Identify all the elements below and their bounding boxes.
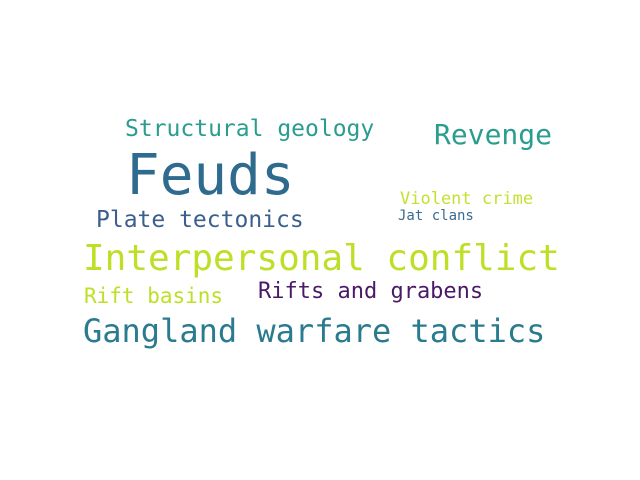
word-interpersonal-conflict: Interpersonal conflict [83,238,560,279]
word-plate-tectonics: Plate tectonics [96,207,304,233]
word-gangland-warfare-tactics: Gangland warfare tactics [83,312,546,350]
word-feuds: Feuds [126,143,295,208]
word-rifts-and-grabens: Rifts and grabens [258,279,484,304]
word-rift-basins: Rift basins [84,284,224,308]
word-structural-geology: Structural geology [125,116,375,142]
word-jat-clans: Jat clans [398,208,474,224]
word-violent-crime: Violent crime [400,189,534,209]
word-revenge: Revenge [434,118,553,151]
